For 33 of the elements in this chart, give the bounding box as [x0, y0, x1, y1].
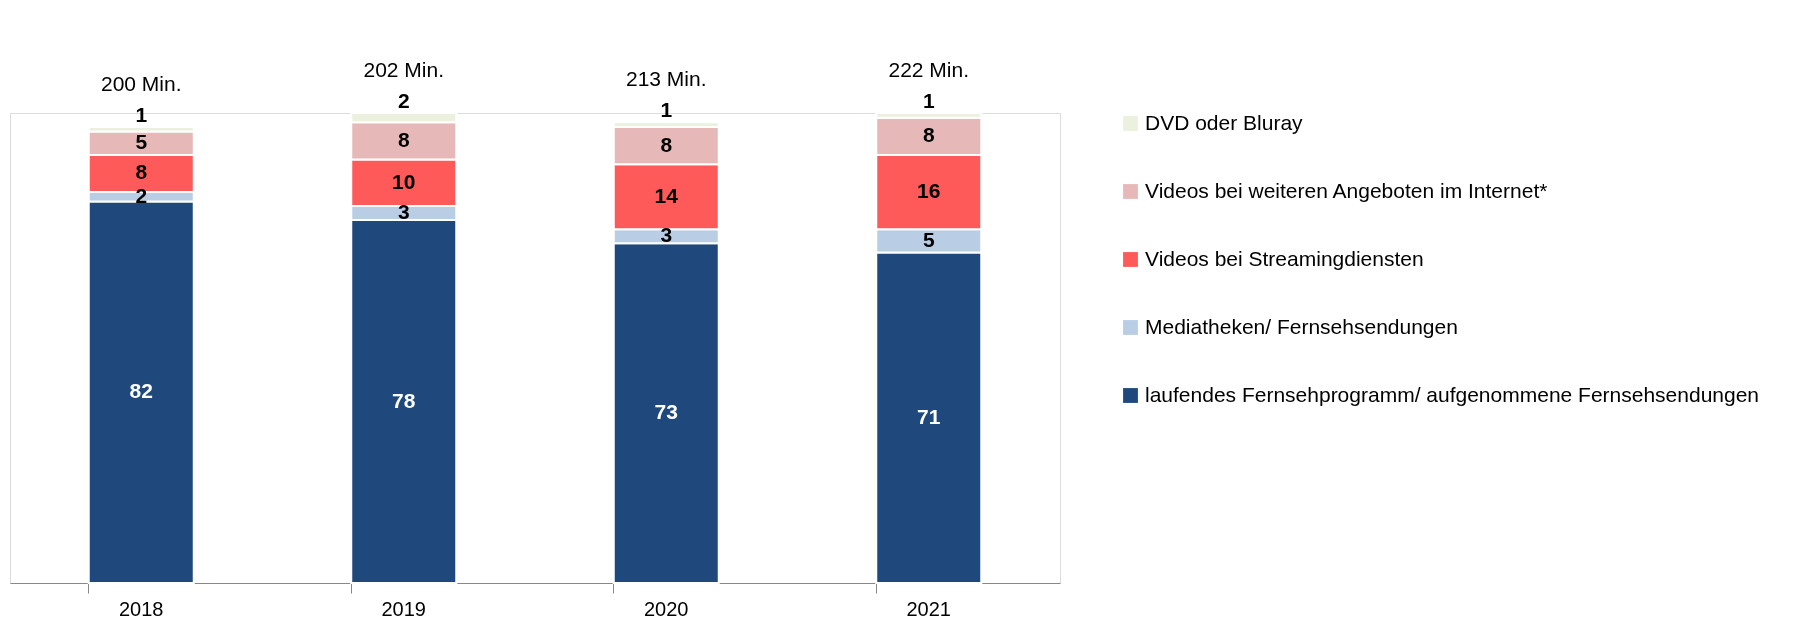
data-label: 71 — [917, 404, 941, 428]
data-label: 3 — [397, 200, 410, 224]
data-label: 5 — [922, 227, 935, 251]
legend-label: Mediatheken/ Fernsehsendungen — [1145, 314, 1458, 338]
text: 202 Min. — [363, 58, 445, 81]
data-label: 3 — [660, 223, 673, 247]
x-tick-label: 2020 — [644, 597, 689, 620]
data-label: 8 — [660, 132, 673, 156]
legend-label: DVD oder Bluray — [1145, 110, 1304, 134]
data-label: 1 — [660, 98, 673, 122]
text: 222 Min. — [888, 58, 970, 81]
text: 213 Min. — [625, 67, 707, 91]
text: 200 Min. — [100, 71, 182, 95]
data-label: 8 — [135, 160, 148, 184]
data-label: 2 — [397, 89, 410, 112]
legend-label: Videos bei weiteren Angeboten im Internet* — [1145, 178, 1548, 202]
data-label: 16 — [917, 179, 941, 203]
data-label: 82 — [129, 379, 153, 403]
data-label: 8 — [397, 127, 410, 151]
data-label: 2 — [135, 183, 148, 207]
x-tick-label: 2019 — [381, 597, 426, 620]
x-tick-label: 2018 — [119, 597, 164, 620]
x-tick-label: 2021 — [906, 597, 951, 620]
data-label: 78 — [392, 388, 416, 412]
data-label: 10 — [392, 169, 416, 193]
data-label: 8 — [922, 123, 935, 147]
data-label: 73 — [654, 400, 678, 424]
legend-label: Videos bei Streamingdiensten — [1145, 246, 1424, 270]
data-label: 14 — [654, 183, 679, 207]
data-label: 5 — [135, 130, 148, 154]
data-label: 1 — [922, 89, 935, 112]
legend-label: laufendes Fernsehprogramm/ aufgenommene Fernsehsendungen — [1145, 382, 1760, 406]
data-label: 1 — [135, 102, 148, 126]
